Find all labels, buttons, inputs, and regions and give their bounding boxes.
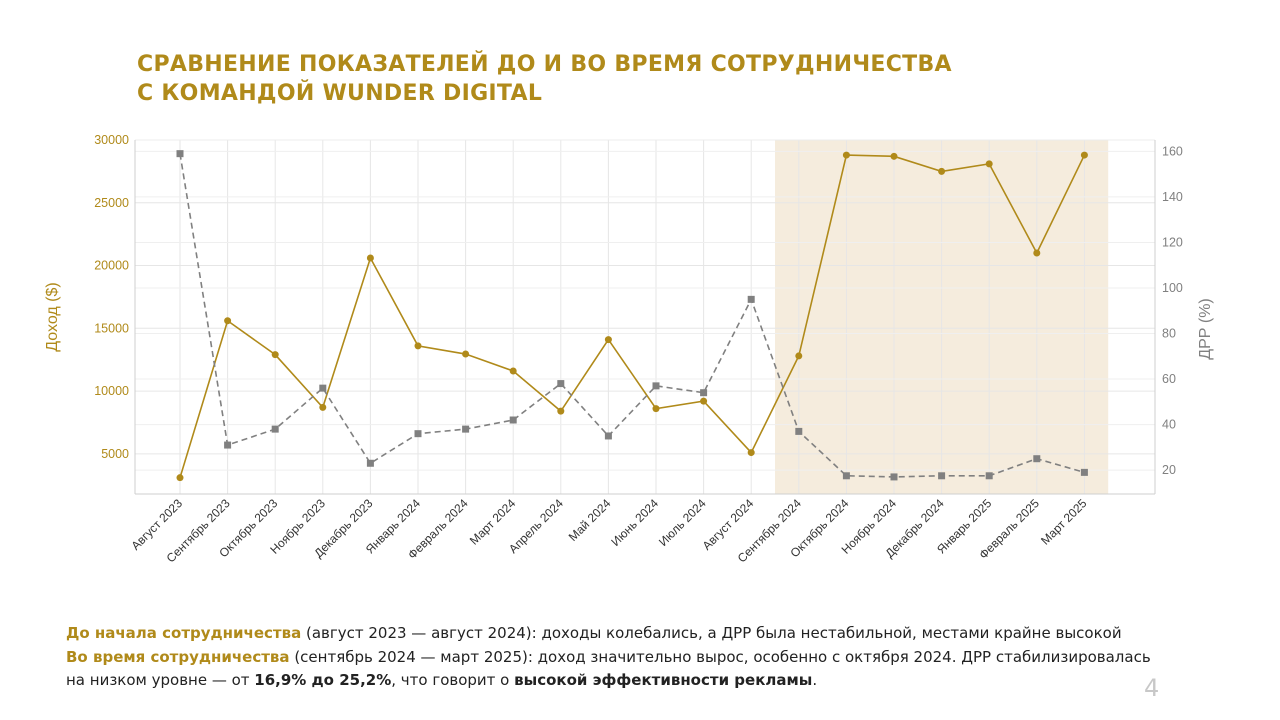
revenue-point <box>985 160 993 168</box>
revenue-point <box>795 352 803 360</box>
y2-tick-label: 140 <box>1162 190 1183 204</box>
note-conclusion-end: . <box>812 671 818 689</box>
revenue-point <box>557 407 565 415</box>
y-axis-title: Доход ($) <box>44 282 61 351</box>
revenue-point <box>319 403 327 411</box>
drr-point <box>938 472 946 480</box>
slide-title: СРАВНЕНИЕ ПОКАЗАТЕЛЕЙ ДО И ВО ВРЕМЯ СОТР… <box>137 50 952 108</box>
drr-point <box>414 430 422 438</box>
y2-tick-label: 20 <box>1162 463 1176 477</box>
revenue-point <box>652 405 660 413</box>
y2-tick-label: 40 <box>1162 418 1176 432</box>
y-tick-label: 15000 <box>94 321 129 335</box>
y-tick-label: 20000 <box>94 259 129 273</box>
revenue-point <box>604 336 612 344</box>
drr-point <box>557 380 565 388</box>
revenue-point <box>700 397 708 405</box>
note-conclusion: на низком уровне — от 16,9% до 25,2%, чт… <box>66 669 1186 693</box>
revenue-point <box>366 254 374 262</box>
drr-point <box>1080 468 1088 476</box>
y2-tick-label: 120 <box>1162 235 1183 249</box>
note-before-text: (август 2023 — август 2024): доходы коле… <box>301 624 1122 642</box>
note-before-label: До начала сотрудничества <box>66 624 302 642</box>
note-during-label: Во время сотрудничества <box>66 647 290 666</box>
y2-tick-label: 60 <box>1162 372 1176 386</box>
drr-point <box>842 472 850 480</box>
drr-line <box>179 153 1085 478</box>
note-during-text: (сентябрь 2024 — март 2025): доход значи… <box>289 647 1151 666</box>
revenue-point <box>938 167 946 175</box>
drr-point <box>747 295 755 303</box>
drr-point <box>604 432 612 440</box>
revenue-point <box>176 474 184 482</box>
drr-point <box>700 389 708 397</box>
x-tick-label: Июнь 2024 <box>608 496 661 549</box>
revenue-point <box>224 317 232 325</box>
revenue-point <box>1033 249 1041 257</box>
drr-point <box>271 425 279 433</box>
title-line-2: С КОМАНДОЙ WUNDER DIGITAL <box>137 81 543 106</box>
note-conclusion-start: на низком уровне — от <box>66 671 255 689</box>
drr-point <box>1033 455 1041 463</box>
drr-point <box>509 416 517 424</box>
note-conclusion-mid: , что говорит о <box>391 671 515 689</box>
note-during: Во время сотрудничества (сентябрь 2024 —… <box>66 646 1186 670</box>
y2-tick-label: 160 <box>1162 144 1183 158</box>
x-tick-label: Март 2024 <box>467 496 519 548</box>
revenue-point <box>1080 151 1088 159</box>
y-tick-label: 10000 <box>94 384 129 398</box>
revenue-point <box>462 350 470 358</box>
drr-point <box>176 150 184 158</box>
x-tick-label: Май 2024 <box>566 496 614 544</box>
revenue-point <box>271 351 279 359</box>
drr-point <box>795 427 803 435</box>
drr-point <box>366 459 374 467</box>
y-tick-label: 30000 <box>94 133 129 147</box>
drr-point <box>890 473 898 481</box>
revenue-line <box>179 154 1086 478</box>
y2-tick-label: 100 <box>1162 281 1183 295</box>
y2-axis-title: ДРР (%) <box>1197 298 1214 360</box>
note-range: 16,9% до 25,2% <box>254 671 392 689</box>
revenue-point <box>747 449 755 457</box>
drr-point <box>224 441 232 449</box>
note-effect: высокой эффективности рекламы <box>514 671 813 689</box>
drr-point <box>652 382 660 390</box>
x-tick-label: Март 2025 <box>1038 496 1090 548</box>
note-before: До начала сотрудничества (август 2023 — … <box>66 622 1186 646</box>
title-line-1: СРАВНЕНИЕ ПОКАЗАТЕЛЕЙ ДО И ВО ВРЕМЯ СОТР… <box>137 52 952 77</box>
drr-point <box>319 384 327 392</box>
revenue-point <box>842 151 850 159</box>
drr-point <box>985 472 993 480</box>
drr-point <box>462 425 470 433</box>
y-tick-label: 25000 <box>94 196 129 210</box>
revenue-point <box>890 152 898 160</box>
y2-tick-label: 80 <box>1162 327 1176 341</box>
chart-notes: До начала сотрудничества (август 2023 — … <box>66 622 1186 693</box>
y-tick-label: 5000 <box>101 447 129 461</box>
revenue-drr-chart: 5000 10000 15000 20000 25000 30000 20 40 60 80 100… <box>44 133 1214 565</box>
revenue-point <box>509 367 517 375</box>
page-number: 4 <box>1144 674 1160 702</box>
revenue-point <box>414 342 422 350</box>
